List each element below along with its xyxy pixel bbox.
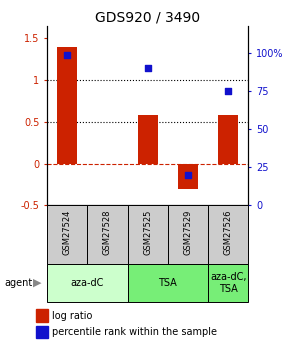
Bar <box>138 115 158 164</box>
Bar <box>218 115 238 164</box>
Bar <box>128 205 168 264</box>
Bar <box>128 264 208 302</box>
Bar <box>36 309 48 322</box>
Point <box>185 172 190 178</box>
Bar <box>57 47 77 164</box>
Bar <box>208 205 248 264</box>
Text: TSA: TSA <box>158 278 177 288</box>
Text: aza-dC: aza-dC <box>71 278 104 288</box>
Title: GDS920 / 3490: GDS920 / 3490 <box>95 11 200 25</box>
Point <box>226 88 231 94</box>
Text: agent: agent <box>5 278 33 288</box>
Text: log ratio: log ratio <box>52 311 93 321</box>
Point <box>145 66 150 71</box>
Bar <box>168 205 208 264</box>
Bar <box>36 326 48 338</box>
Text: aza-dC,
TSA: aza-dC, TSA <box>210 272 247 294</box>
Bar <box>178 164 198 189</box>
Text: GSM27529: GSM27529 <box>184 210 192 255</box>
Text: GSM27525: GSM27525 <box>143 210 152 255</box>
Point <box>65 52 69 58</box>
Bar <box>47 264 128 302</box>
Bar <box>87 205 128 264</box>
Text: GSM27528: GSM27528 <box>103 210 112 255</box>
Bar <box>208 264 248 302</box>
Text: GSM27526: GSM27526 <box>224 210 233 255</box>
Text: percentile rank within the sample: percentile rank within the sample <box>52 327 217 337</box>
Bar <box>47 205 87 264</box>
Text: ▶: ▶ <box>33 278 42 288</box>
Text: GSM27524: GSM27524 <box>63 210 72 255</box>
